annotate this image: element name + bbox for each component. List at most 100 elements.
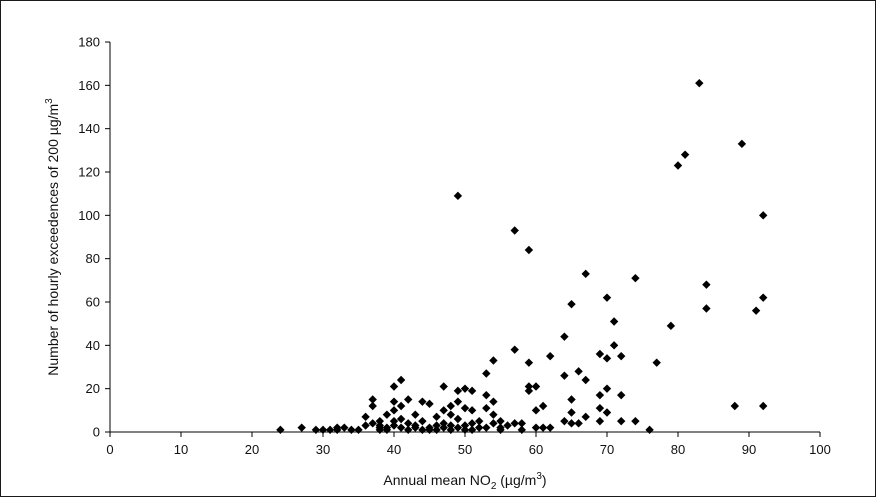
data-point bbox=[652, 358, 661, 367]
data-point bbox=[475, 423, 484, 432]
axes bbox=[109, 42, 820, 433]
y-tick-label: 100 bbox=[78, 208, 100, 223]
x-tick-label: 10 bbox=[174, 442, 188, 457]
y-tick-label: 160 bbox=[78, 78, 100, 93]
data-point bbox=[531, 423, 541, 432]
data-point bbox=[517, 419, 526, 428]
data-point bbox=[382, 410, 392, 419]
data-point bbox=[517, 425, 526, 435]
data-point bbox=[404, 395, 413, 404]
data-point bbox=[389, 382, 399, 391]
data-point bbox=[538, 423, 548, 432]
data-point bbox=[595, 403, 605, 413]
data-point bbox=[460, 384, 470, 393]
data-point bbox=[475, 416, 484, 426]
data-point bbox=[560, 416, 569, 426]
data-point bbox=[645, 425, 654, 435]
x-tick-label: 40 bbox=[387, 442, 401, 457]
y-tick-label: 60 bbox=[86, 295, 100, 310]
data-point bbox=[567, 395, 576, 404]
data-point bbox=[418, 416, 427, 426]
data-point bbox=[567, 299, 576, 309]
data-point bbox=[609, 317, 619, 326]
data-point bbox=[595, 416, 605, 426]
data-point bbox=[446, 410, 455, 419]
data-point bbox=[730, 401, 739, 411]
data-point bbox=[489, 397, 498, 406]
data-point bbox=[574, 419, 583, 428]
data-point bbox=[617, 390, 626, 400]
data-point bbox=[602, 293, 612, 302]
data-point bbox=[602, 384, 612, 393]
data-point bbox=[325, 425, 335, 435]
data-point bbox=[602, 408, 612, 417]
data-point bbox=[751, 306, 761, 315]
data-point bbox=[382, 425, 392, 435]
data-point bbox=[411, 410, 420, 419]
data-point bbox=[439, 423, 448, 432]
ticks: 0 10 20 30 40 50 60 70 80 90 100 0 20 40 60 80 100 120 140… bbox=[78, 35, 831, 458]
data-point bbox=[453, 423, 463, 432]
data-point bbox=[482, 390, 491, 400]
data-point bbox=[759, 293, 768, 302]
data-point bbox=[531, 406, 541, 415]
data-point bbox=[396, 375, 406, 385]
data-point bbox=[581, 375, 590, 385]
data-point bbox=[418, 397, 427, 406]
data-point bbox=[581, 269, 590, 279]
data-point bbox=[546, 351, 555, 361]
data-point bbox=[396, 414, 406, 424]
data-point bbox=[581, 412, 590, 422]
data-point bbox=[631, 273, 640, 283]
data-point bbox=[404, 419, 413, 428]
x-tick-label: 100 bbox=[809, 442, 831, 457]
data-point bbox=[759, 211, 768, 220]
data-point bbox=[524, 245, 534, 255]
data-point bbox=[524, 358, 534, 367]
data-point bbox=[503, 421, 512, 430]
data-point bbox=[368, 395, 377, 404]
data-point bbox=[489, 419, 498, 428]
data-point bbox=[560, 332, 569, 341]
data-point bbox=[439, 419, 448, 428]
data-point bbox=[368, 401, 377, 411]
data-point bbox=[439, 382, 448, 391]
y-tick-label: 0 bbox=[93, 425, 100, 440]
x-tick-label: 90 bbox=[742, 442, 756, 457]
data-point bbox=[375, 425, 384, 435]
data-point bbox=[389, 406, 399, 415]
x-tick-label: 70 bbox=[600, 442, 614, 457]
data-point bbox=[460, 403, 470, 413]
y-tick-label: 80 bbox=[86, 251, 100, 266]
data-point bbox=[673, 161, 683, 170]
data-point bbox=[467, 406, 477, 415]
data-point bbox=[666, 321, 676, 331]
y-axis-title: Number of hourly exceedences of 200 µg/m… bbox=[44, 98, 61, 376]
data-point bbox=[361, 412, 370, 422]
y-tick-label: 120 bbox=[78, 165, 100, 180]
data-point bbox=[425, 425, 434, 435]
data-point bbox=[602, 354, 612, 363]
data-point bbox=[453, 191, 463, 201]
data-point bbox=[496, 416, 505, 426]
data-point bbox=[333, 425, 342, 435]
data-point bbox=[702, 304, 711, 313]
y-tick-label: 140 bbox=[78, 121, 100, 136]
y-tick-label: 180 bbox=[78, 35, 100, 50]
data-point bbox=[467, 386, 477, 396]
data-point bbox=[297, 423, 306, 432]
data-point bbox=[446, 401, 455, 411]
data-point bbox=[318, 425, 328, 435]
data-point bbox=[680, 150, 690, 159]
data-point bbox=[482, 423, 491, 432]
x-tick-label: 0 bbox=[106, 442, 113, 457]
data-point bbox=[567, 408, 576, 417]
data-point bbox=[510, 345, 519, 354]
data-point bbox=[567, 419, 576, 428]
data-point bbox=[368, 419, 377, 428]
data-point bbox=[759, 401, 768, 411]
data-point bbox=[340, 423, 349, 432]
data-point bbox=[446, 421, 455, 430]
data-point bbox=[311, 425, 321, 435]
